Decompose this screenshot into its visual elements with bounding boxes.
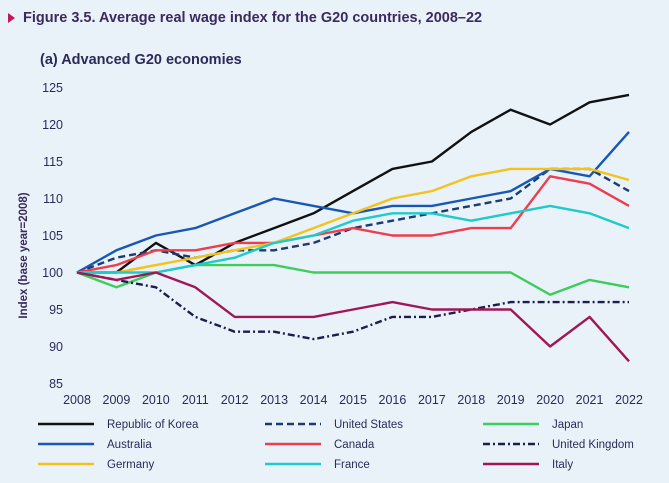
y-tick-label: 85 [49, 377, 63, 391]
x-tick-label: 2013 [260, 393, 288, 407]
series-line [76, 271, 630, 363]
x-tick-label: 2019 [497, 393, 525, 407]
x-tick-label: 2011 [182, 393, 209, 407]
x-tick-label: 2018 [457, 393, 485, 407]
x-tick-label: 2015 [339, 393, 367, 407]
x-tick-label: 2020 [536, 393, 564, 407]
y-tick-label: 95 [49, 303, 63, 317]
series-line [77, 204, 630, 274]
x-tick-label: 2017 [418, 393, 446, 407]
legend-label: France [334, 459, 370, 471]
legend-label: Japan [552, 419, 583, 431]
legend-label: Canada [334, 439, 375, 451]
legend-label: Germany [107, 459, 155, 471]
triangle-marker-icon [8, 13, 15, 23]
y-axis-label: Index (base year=2008) [18, 192, 30, 318]
figure-title: Figure 3.5. Average real wage index for … [8, 10, 482, 26]
series-line [76, 271, 629, 341]
legend-label: Republic of Korea [107, 419, 199, 431]
y-tick-label: 105 [42, 229, 63, 243]
x-tick-label: 2014 [300, 393, 328, 407]
x-tick-label: 2012 [221, 393, 249, 407]
x-tick-label: 2010 [142, 393, 170, 407]
chart-subtitle: (a) Advanced G20 economies [40, 52, 242, 68]
x-tick-label: 2021 [576, 393, 604, 407]
y-tick-label: 90 [49, 340, 63, 354]
legend-label: Australia [107, 439, 152, 451]
legend-label: Italy [552, 459, 573, 471]
series-line [77, 167, 630, 274]
y-tick-label: 125 [42, 81, 63, 95]
series-line [76, 175, 630, 274]
legend-label: United Kingdom [552, 439, 634, 451]
series-line [76, 167, 630, 274]
y-tick-label: 100 [42, 266, 63, 280]
x-tick-label: 2009 [103, 393, 131, 407]
y-tick-label: 110 [43, 192, 63, 206]
y-tick-label: 115 [43, 155, 63, 169]
y-tick-label: 120 [42, 118, 63, 132]
x-tick-label: 2022 [615, 393, 643, 407]
x-tick-label: 2016 [379, 393, 407, 407]
x-tick-label: 2008 [63, 393, 91, 407]
legend-label: United States [334, 419, 403, 431]
series-line [77, 93, 630, 274]
figure-title-text: Figure 3.5. Average real wage index for … [23, 10, 483, 26]
